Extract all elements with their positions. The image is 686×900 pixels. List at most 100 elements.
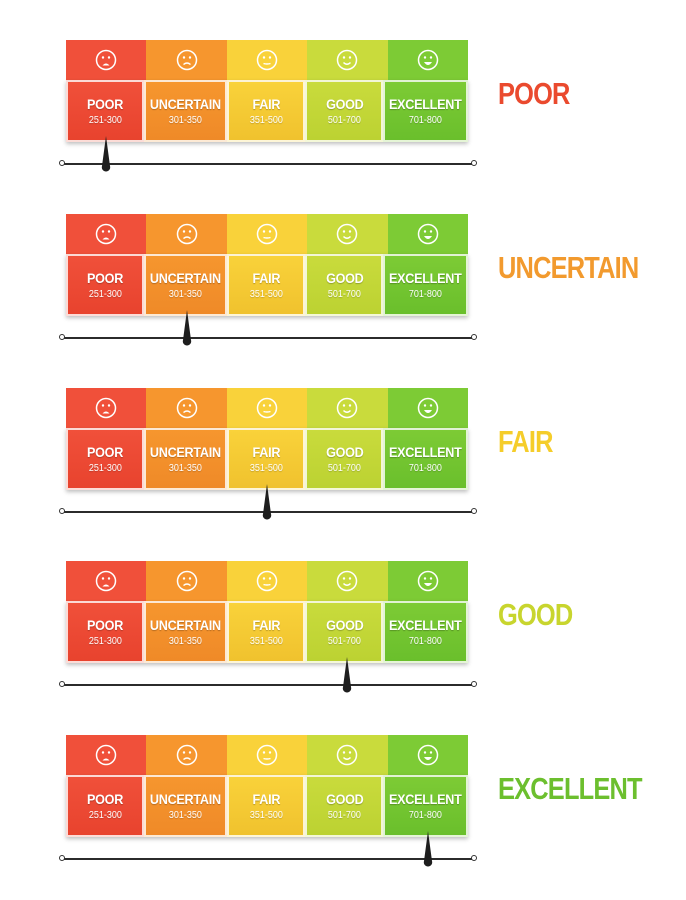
- score-pointer: [341, 657, 353, 693]
- category-name: GOOD: [325, 444, 364, 460]
- category-label-row: POOR 251-300 UNCERTAIN 301-350 FAIR 351-500 GO…: [66, 601, 468, 663]
- category-label-row: POOR 251-300 UNCERTAIN 301-350 FAIR 351-500 GO…: [66, 80, 468, 142]
- category-name: EXCELLENT: [389, 444, 462, 460]
- face-cell-excellent: [387, 214, 469, 254]
- score-gauge-poor: POOR 251-300 UNCERTAIN 301-350 FAIR 351-500 GO…: [0, 40, 686, 185]
- face-cell-good: [307, 214, 388, 254]
- rating-label: EXCELLENT: [498, 771, 643, 806]
- scale-track: [62, 163, 474, 165]
- face-cell-good: [307, 561, 388, 601]
- category-range: 301-350: [169, 115, 203, 126]
- frown-face-icon: [176, 744, 198, 766]
- smile-face-icon: [336, 397, 358, 419]
- category-cell-excellent: EXCELLENT 701-800: [383, 80, 468, 142]
- category-name: UNCERTAIN: [150, 444, 222, 460]
- score-pointer: [422, 831, 434, 867]
- category-range: 701-800: [409, 636, 443, 647]
- category-cell-uncertain: UNCERTAIN 301-350: [144, 428, 227, 490]
- category-cell-fair: FAIR 351-500: [226, 601, 306, 663]
- category-cell-uncertain: UNCERTAIN 301-350: [144, 80, 227, 142]
- face-cell-poor: [66, 214, 147, 254]
- category-range: 501-700: [327, 810, 361, 821]
- frown-face-icon: [176, 397, 198, 419]
- category-range: 251-300: [88, 636, 122, 647]
- track-end-dot: [471, 508, 477, 514]
- track-start-dot: [59, 681, 65, 687]
- category-range: 301-350: [169, 289, 203, 300]
- category-name: UNCERTAIN: [150, 791, 222, 807]
- category-name: FAIR: [252, 96, 280, 112]
- scale-track: [62, 858, 474, 860]
- category-range: 501-700: [327, 636, 361, 647]
- scale-track: [62, 337, 474, 339]
- smile-face-icon: [336, 744, 358, 766]
- category-cell-poor: POOR 251-300: [66, 601, 145, 663]
- face-cell-excellent: [387, 40, 469, 80]
- category-range: 251-300: [88, 115, 122, 126]
- category-range: 701-800: [409, 115, 443, 126]
- frown-face-icon: [176, 49, 198, 71]
- score-pointer: [261, 484, 273, 520]
- face-cell-good: [307, 735, 388, 775]
- frown-face-icon: [176, 570, 198, 592]
- category-range: 701-800: [409, 463, 443, 474]
- category-cell-good: GOOD 501-700: [305, 428, 384, 490]
- category-name: UNCERTAIN: [150, 96, 222, 112]
- neutral-face-icon: [256, 49, 278, 71]
- category-cell-good: GOOD 501-700: [305, 775, 384, 837]
- face-cell-good: [307, 40, 388, 80]
- category-cell-uncertain: UNCERTAIN 301-350: [144, 254, 227, 316]
- category-cell-good: GOOD 501-700: [305, 254, 384, 316]
- track-end-dot: [471, 160, 477, 166]
- happy-open-face-icon: [417, 570, 439, 592]
- happy-open-face-icon: [417, 49, 439, 71]
- track-end-dot: [471, 855, 477, 861]
- category-range: 351-500: [249, 810, 283, 821]
- category-name: GOOD: [325, 270, 364, 286]
- neutral-face-icon: [256, 397, 278, 419]
- category-name: POOR: [87, 270, 124, 286]
- category-name: GOOD: [325, 791, 364, 807]
- category-name: FAIR: [252, 270, 280, 286]
- rating-label: POOR: [498, 76, 570, 111]
- face-cell-uncertain: [146, 40, 227, 80]
- track-start-dot: [59, 160, 65, 166]
- category-range: 301-350: [169, 463, 203, 474]
- category-cell-poor: POOR 251-300: [66, 254, 145, 316]
- category-cell-poor: POOR 251-300: [66, 80, 145, 142]
- happy-open-face-icon: [417, 223, 439, 245]
- category-cell-poor: POOR 251-300: [66, 775, 145, 837]
- category-range: 351-500: [249, 463, 283, 474]
- score-gauge-uncertain: POOR 251-300 UNCERTAIN 301-350 FAIR 351-500 GO…: [0, 214, 686, 359]
- frown-face-icon: [176, 223, 198, 245]
- face-cell-uncertain: [146, 388, 227, 428]
- category-range: 501-700: [327, 115, 361, 126]
- category-cell-good: GOOD 501-700: [305, 601, 384, 663]
- smile-face-icon: [336, 49, 358, 71]
- category-name: POOR: [87, 791, 124, 807]
- smile-face-icon: [336, 570, 358, 592]
- category-range: 251-300: [88, 810, 122, 821]
- rating-label: FAIR: [498, 424, 553, 459]
- neutral-face-icon: [256, 744, 278, 766]
- face-cell-excellent: [387, 735, 469, 775]
- category-name: EXCELLENT: [389, 791, 462, 807]
- score-pointer: [181, 310, 193, 346]
- face-icon-row: [66, 735, 469, 775]
- sad-open-face-icon: [95, 397, 117, 419]
- category-name: GOOD: [325, 617, 364, 633]
- sad-open-face-icon: [95, 744, 117, 766]
- happy-open-face-icon: [417, 397, 439, 419]
- category-cell-uncertain: UNCERTAIN 301-350: [144, 601, 227, 663]
- track-end-dot: [471, 681, 477, 687]
- face-cell-uncertain: [146, 561, 227, 601]
- category-name: POOR: [87, 617, 124, 633]
- category-label-row: POOR 251-300 UNCERTAIN 301-350 FAIR 351-500 GO…: [66, 428, 468, 490]
- category-name: FAIR: [252, 617, 280, 633]
- category-range: 501-700: [327, 463, 361, 474]
- category-name: FAIR: [252, 791, 280, 807]
- face-cell-poor: [66, 388, 147, 428]
- face-icon-row: [66, 561, 469, 601]
- category-cell-excellent: EXCELLENT 701-800: [383, 428, 468, 490]
- category-cell-good: GOOD 501-700: [305, 80, 384, 142]
